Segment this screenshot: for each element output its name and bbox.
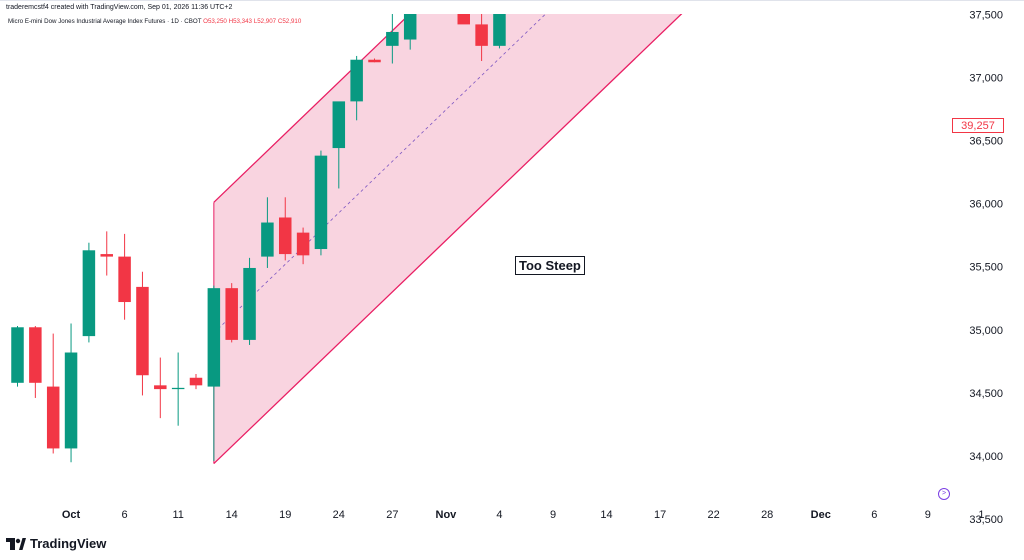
candle-body	[118, 256, 131, 303]
time-tick-label: 14	[600, 509, 612, 521]
price-tick-label: 37,000	[969, 72, 1003, 84]
candle-body	[386, 31, 399, 46]
candle-body	[314, 155, 328, 250]
price-tick-label: 34,500	[969, 388, 1003, 400]
time-tick-label: 6	[122, 509, 128, 521]
candle-body	[171, 387, 185, 390]
time-tick-label: 9	[550, 509, 556, 521]
candle	[243, 257, 256, 345]
time-tick-label: 4	[496, 509, 502, 521]
creator-caption: traderemcstf4 created with TradingView.c…	[6, 4, 233, 11]
candle-body	[11, 327, 24, 383]
time-tick-label: Dec	[811, 509, 831, 521]
candle	[261, 197, 274, 268]
candle	[136, 271, 149, 396]
candle-body	[261, 222, 274, 257]
tradingview-logo-icon	[6, 537, 26, 550]
candle	[332, 101, 346, 189]
candle-body	[368, 59, 381, 63]
time-tick-label: 6	[871, 509, 877, 521]
candle	[171, 352, 185, 426]
candle	[493, 14, 506, 49]
price-tick-label: 35,000	[969, 325, 1003, 337]
candle-body	[511, 0, 524, 3]
candle	[350, 55, 363, 121]
candle-body	[100, 254, 113, 257]
candle-body	[189, 377, 203, 386]
time-tick-label: Oct	[62, 509, 81, 521]
price-tick-label: 36,000	[969, 199, 1003, 211]
candle-body	[457, 14, 470, 25]
time-tick-label: 19	[279, 509, 291, 521]
candle-body	[475, 24, 488, 46]
ohlc-low: L52,907	[253, 18, 277, 25]
time-tick-label: 22	[708, 509, 720, 521]
candle	[64, 323, 78, 463]
candle-body	[136, 286, 149, 376]
candle	[100, 231, 113, 276]
candle-body	[64, 352, 78, 449]
candle	[403, 14, 417, 50]
last-price-tag: 39,257	[952, 118, 1004, 133]
candle	[225, 283, 238, 343]
candle	[46, 333, 60, 454]
time-tick-label: 17	[654, 509, 666, 521]
candle-body	[82, 250, 96, 337]
go-to-realtime-icon[interactable]: >	[938, 488, 950, 500]
candle	[207, 285, 221, 462]
candle-body	[243, 267, 256, 340]
candle-body	[279, 217, 292, 255]
price-tick-label: 36,500	[969, 136, 1003, 148]
candle	[11, 326, 24, 387]
candle	[154, 357, 167, 419]
symbol-title: Micro E-mini Dow Jones Industrial Averag…	[8, 18, 202, 25]
time-tick-label: 27	[386, 509, 398, 521]
price-tick-label: 33,500	[969, 514, 1003, 526]
time-tick-label: 11	[172, 509, 183, 521]
candle-body	[403, 14, 417, 40]
price-tick-label: 35,500	[969, 262, 1003, 274]
candle-body	[46, 386, 60, 449]
too-steep-annotation[interactable]: Too Steep	[515, 256, 585, 275]
time-tick-label: 28	[761, 509, 773, 521]
time-tick-label: 14	[226, 509, 238, 521]
candle-body	[493, 14, 506, 46]
candle-body	[225, 288, 238, 340]
candle-body	[29, 327, 42, 383]
price-tick-label: 37,500	[969, 9, 1003, 21]
candle-body	[154, 385, 167, 390]
candle	[511, 0, 524, 12]
candle	[189, 373, 203, 390]
tradingview-logo-text: TradingView	[30, 536, 107, 551]
channel-upper-line	[213, 14, 411, 203]
candle-body	[332, 101, 346, 149]
candle	[314, 150, 328, 256]
candle	[279, 197, 292, 261]
candle	[386, 14, 399, 64]
candle-body	[350, 59, 363, 102]
symbol-legend[interactable]: Micro E-mini Dow Jones Industrial Averag…	[8, 18, 301, 25]
ohlc-open: O53,250	[203, 18, 227, 25]
ohlc-close: C52,910	[277, 18, 302, 25]
time-tick-label: 24	[333, 509, 345, 521]
channel-lower-line	[213, 14, 683, 465]
ohlc-high: H53,343	[228, 18, 253, 25]
time-tick-label: 9	[925, 509, 931, 521]
tradingview-logo[interactable]: TradingView	[6, 536, 106, 551]
candle	[475, 14, 488, 61]
time-tick-label: 1	[978, 509, 984, 521]
price-tick-label: 34,000	[969, 451, 1003, 463]
time-tick-label: Nov	[436, 509, 458, 521]
candle-body	[207, 288, 221, 387]
candle	[457, 14, 470, 25]
candle	[368, 58, 381, 63]
candle	[296, 227, 310, 265]
candle	[82, 242, 96, 343]
candle	[118, 233, 131, 320]
candle-body	[296, 232, 310, 256]
candle	[29, 326, 42, 398]
